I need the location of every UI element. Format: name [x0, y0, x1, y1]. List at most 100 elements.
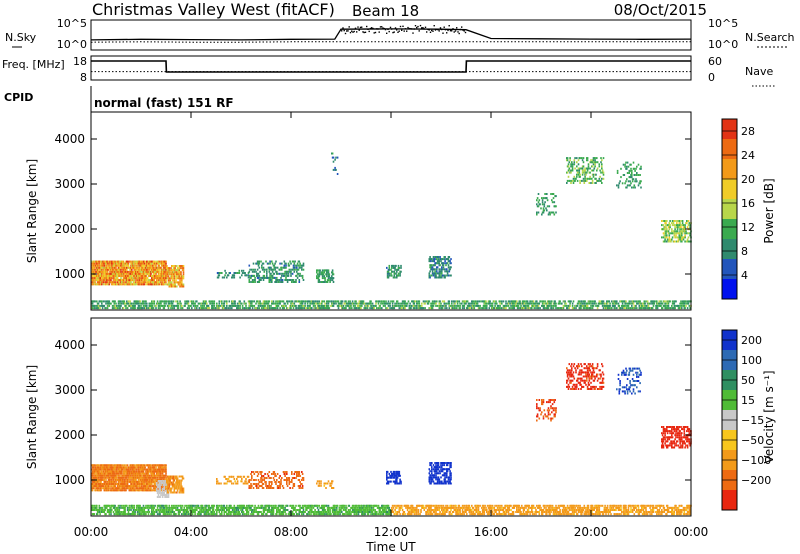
range-cell [476, 302, 479, 305]
range-cell [331, 279, 334, 282]
range-cell [139, 300, 141, 303]
range-cell [684, 240, 686, 243]
range-cell [126, 272, 128, 275]
range-cell [149, 483, 151, 485]
range-cell [349, 304, 351, 307]
range-cell [219, 304, 221, 307]
range-cell [350, 304, 352, 307]
range-cell [106, 480, 109, 483]
range-cell [106, 307, 109, 310]
n-sky-point [361, 26, 363, 28]
range-cell [91, 487, 94, 490]
range-cell [136, 275, 139, 277]
range-cell [627, 304, 630, 307]
range-cell [571, 163, 574, 166]
range-cell [168, 267, 171, 270]
range-cell [126, 302, 129, 305]
range-cell [151, 262, 153, 265]
range-cell [336, 304, 339, 307]
range-cell [120, 300, 122, 303]
range-cell [261, 307, 263, 310]
range-cell [309, 304, 311, 307]
range-cell [387, 300, 390, 303]
range-cell [104, 472, 106, 475]
cpid-text: normal (fast) 151 RF [94, 96, 234, 110]
range-cell [524, 307, 526, 310]
range-cell [122, 279, 125, 282]
range-cell [184, 300, 186, 303]
range-cell [461, 304, 464, 307]
range-cell [400, 264, 402, 267]
range-cell [126, 476, 128, 479]
nave-tick-top: 60 [708, 55, 722, 68]
range-cell [506, 304, 508, 307]
range-cell [106, 302, 109, 305]
range-cell [616, 307, 618, 310]
range-cell [305, 300, 307, 303]
n-sky-point [386, 32, 388, 34]
range-cell [640, 167, 642, 170]
range-cell [601, 300, 604, 303]
range-cell [271, 279, 273, 281]
range-cell [440, 304, 442, 307]
range-cell [552, 307, 555, 310]
range-cell [104, 470, 106, 473]
range-cell [682, 236, 685, 239]
range-cell [288, 264, 291, 267]
range-cell [684, 236, 686, 239]
range-cell [588, 182, 591, 184]
range-cell [443, 300, 446, 303]
range-cell [258, 281, 261, 283]
range-cell [386, 276, 389, 279]
power-ylabel: Slant Range [km] [25, 159, 39, 263]
range-cell [246, 307, 248, 310]
range-cell [104, 266, 106, 269]
range-cell [318, 300, 321, 303]
freq-label: Freq. [MHz] [2, 58, 65, 71]
range-cell [109, 485, 111, 488]
range-cell [491, 307, 494, 310]
range-cell [266, 276, 269, 279]
range-cell [299, 307, 301, 310]
range-cell [373, 307, 376, 310]
range-cell [163, 302, 166, 305]
range-cell [347, 300, 350, 303]
range-cell [626, 302, 629, 305]
range-cell [122, 307, 125, 310]
range-cell [561, 307, 564, 310]
range-cell [594, 165, 596, 168]
range-cell [275, 302, 277, 305]
range-cell [114, 466, 116, 469]
range-cell [400, 270, 402, 273]
range-cell [436, 270, 438, 273]
range-cell [159, 466, 161, 469]
range-cell [344, 300, 346, 303]
range-cell [248, 270, 251, 273]
range-cell [151, 260, 154, 263]
range-cell [94, 281, 96, 284]
range-cell [106, 266, 109, 269]
range-cell [164, 266, 166, 269]
range-cell [101, 483, 104, 485]
range-cell [149, 485, 151, 488]
range-cell [624, 165, 626, 168]
range-cell [91, 464, 94, 467]
range-cell [97, 302, 100, 305]
colorbar-tick-label: 28 [741, 125, 755, 138]
range-cell [176, 304, 179, 307]
range-cell [121, 464, 124, 467]
range-cell [647, 304, 650, 307]
range-cell [374, 304, 376, 307]
range-cell [129, 283, 131, 286]
range-cell [255, 302, 257, 305]
range-cell [584, 175, 586, 178]
range-cell [112, 307, 115, 310]
range-cell [135, 268, 137, 271]
range-cell [102, 281, 105, 284]
range-cell [208, 307, 211, 310]
range-cell [399, 272, 401, 275]
range-cell [324, 281, 326, 283]
range-cell [157, 494, 160, 496]
range-cell [96, 304, 99, 307]
range-cell [364, 307, 366, 310]
